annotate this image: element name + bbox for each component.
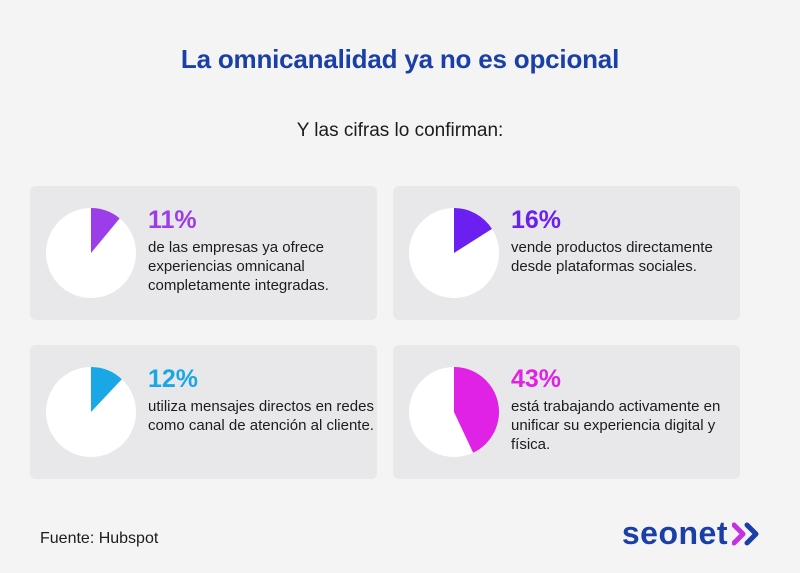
pie-chart-icon: [409, 367, 499, 457]
pie-slice: [454, 208, 492, 253]
pie-chart-icon: [409, 208, 499, 298]
stat-card-3: 12% utiliza mensajes directos en redes c…: [30, 345, 377, 479]
pie-slice: [454, 367, 499, 453]
page-subtitle: Y las cifras lo confirman:: [296, 120, 504, 141]
stat-card-4: 43% está trabajando activamente en unifi…: [393, 345, 740, 479]
stat-percent: 16%: [511, 206, 562, 234]
stat-card-1: 11% de las empresas ya ofrece experienci…: [30, 186, 377, 320]
stat-percent: 11%: [148, 206, 197, 234]
pie-chart-icon: [46, 367, 136, 457]
stat-description: está trabajando activamente en unificar …: [511, 398, 721, 453]
stat-percent: 12%: [148, 365, 199, 393]
stat-description: de las empresas ya ofrece experiencias o…: [148, 239, 329, 294]
pie-slice: [91, 367, 122, 412]
pie-chart-icon: [46, 208, 136, 298]
logo-text: seonet: [621, 515, 728, 551]
double-chevron-right-icon: [732, 522, 759, 545]
stat-description: utiliza mensajes directos en redes como …: [148, 398, 374, 434]
stat-percent: 43%: [511, 365, 562, 393]
pie-slice: [91, 208, 120, 253]
stat-description: vende productos directamente desde plata…: [511, 239, 713, 275]
page-title: La omnicanalidad ya no es opcional: [180, 44, 620, 74]
seonet-logo: seonet: [622, 515, 762, 552]
stat-card-2: 16% vende productos directamente desde p…: [393, 186, 740, 320]
source-note: Fuente: Hubspot: [40, 530, 159, 547]
